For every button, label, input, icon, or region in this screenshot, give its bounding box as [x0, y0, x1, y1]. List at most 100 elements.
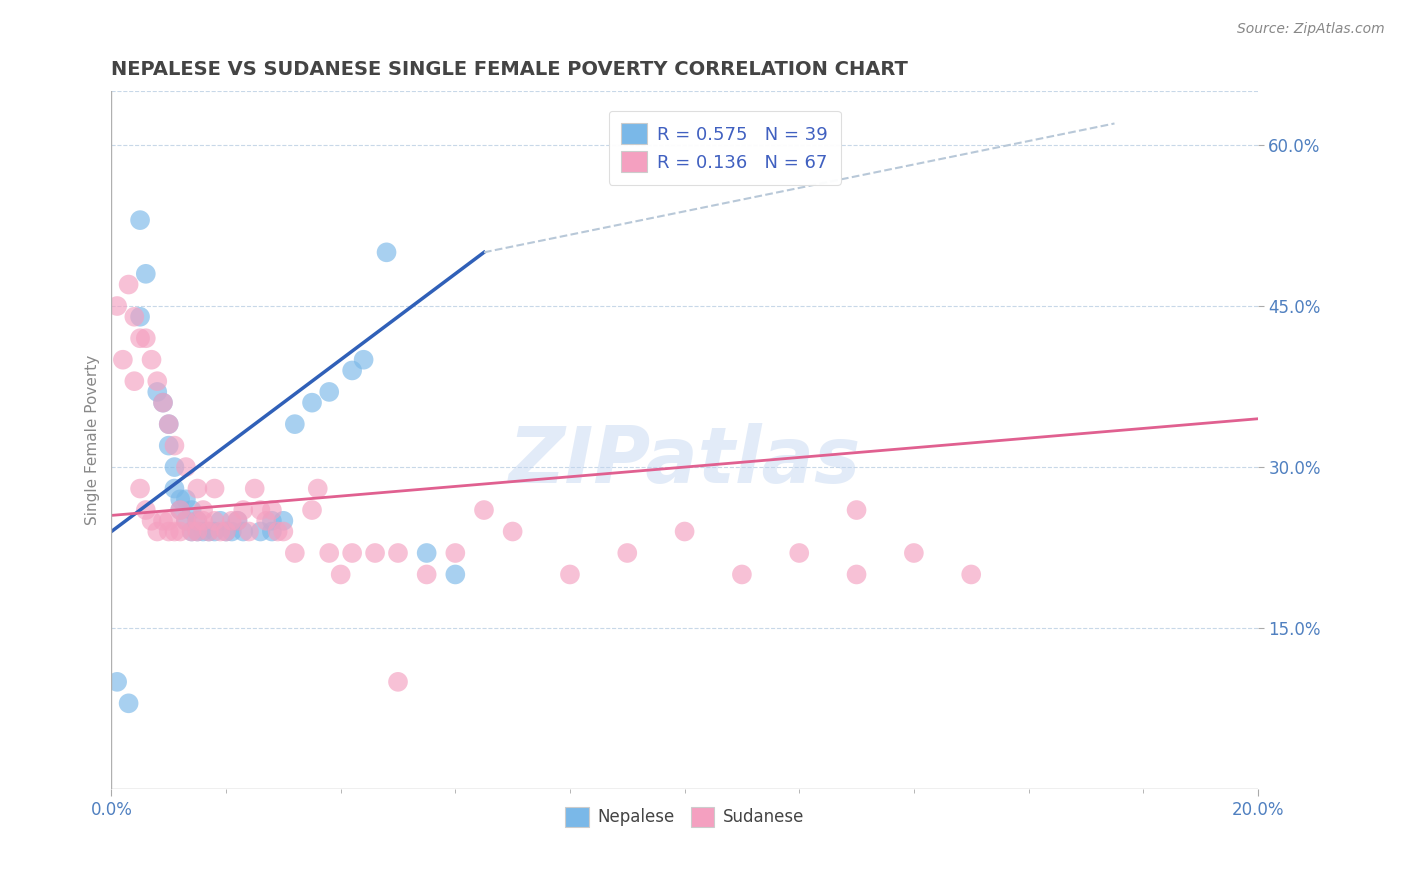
Point	[129, 310, 152, 324]
Point	[731, 567, 754, 582]
Point	[129, 482, 152, 496]
Point	[364, 546, 387, 560]
Point	[169, 524, 191, 539]
Point	[254, 514, 277, 528]
Point	[209, 514, 232, 528]
Point	[226, 514, 249, 528]
Point	[221, 514, 243, 528]
Point	[174, 492, 197, 507]
Point	[141, 514, 163, 528]
Point	[180, 524, 202, 539]
Point	[169, 503, 191, 517]
Point	[226, 514, 249, 528]
Point	[105, 299, 128, 313]
Point	[124, 310, 146, 324]
Point	[146, 374, 169, 388]
Point	[157, 417, 180, 431]
Point	[152, 395, 174, 409]
Point	[135, 503, 157, 517]
Point	[444, 567, 467, 582]
Point	[157, 514, 180, 528]
Point	[415, 567, 437, 582]
Text: ZIPatlas: ZIPatlas	[509, 423, 860, 500]
Point	[105, 674, 128, 689]
Point	[163, 460, 186, 475]
Point	[318, 384, 340, 399]
Point	[198, 524, 221, 539]
Point	[249, 524, 271, 539]
Point	[318, 546, 340, 560]
Point	[163, 524, 186, 539]
Point	[444, 546, 467, 560]
Point	[284, 417, 307, 431]
Point	[472, 503, 495, 517]
Point	[174, 514, 197, 528]
Point	[502, 524, 524, 539]
Point	[141, 352, 163, 367]
Point	[558, 567, 581, 582]
Point	[186, 514, 208, 528]
Point	[260, 514, 283, 528]
Point	[845, 567, 868, 582]
Point	[135, 331, 157, 345]
Point	[135, 267, 157, 281]
Point	[260, 524, 283, 539]
Text: NEPALESE VS SUDANESE SINGLE FEMALE POVERTY CORRELATION CHART: NEPALESE VS SUDANESE SINGLE FEMALE POVER…	[111, 60, 908, 78]
Point	[215, 524, 238, 539]
Point	[191, 503, 214, 517]
Point	[204, 524, 226, 539]
Point	[903, 546, 925, 560]
Point	[204, 482, 226, 496]
Point	[186, 482, 208, 496]
Point	[124, 374, 146, 388]
Point	[163, 439, 186, 453]
Point	[111, 352, 134, 367]
Point	[174, 514, 197, 528]
Point	[180, 524, 202, 539]
Point	[152, 514, 174, 528]
Point	[307, 482, 329, 496]
Point	[787, 546, 810, 560]
Point	[191, 514, 214, 528]
Point	[169, 503, 191, 517]
Y-axis label: Single Female Poverty: Single Female Poverty	[86, 355, 100, 525]
Point	[232, 524, 254, 539]
Point	[232, 503, 254, 517]
Point	[198, 524, 221, 539]
Point	[157, 439, 180, 453]
Point	[204, 514, 226, 528]
Point	[329, 567, 352, 582]
Point	[163, 482, 186, 496]
Point	[375, 245, 398, 260]
Point	[415, 546, 437, 560]
Point	[301, 395, 323, 409]
Point	[169, 492, 191, 507]
Point	[387, 546, 409, 560]
Point	[266, 524, 288, 539]
Point	[249, 503, 271, 517]
Point	[117, 696, 139, 710]
Point	[273, 524, 295, 539]
Point	[209, 524, 232, 539]
Point	[273, 514, 295, 528]
Point	[157, 524, 180, 539]
Point	[845, 503, 868, 517]
Point	[301, 503, 323, 517]
Point	[146, 384, 169, 399]
Point	[340, 546, 363, 560]
Legend: Nepalese, Sudanese: Nepalese, Sudanese	[558, 801, 811, 833]
Point	[215, 524, 238, 539]
Point	[191, 524, 214, 539]
Point	[129, 331, 152, 345]
Point	[186, 514, 208, 528]
Point	[152, 395, 174, 409]
Text: Source: ZipAtlas.com: Source: ZipAtlas.com	[1237, 22, 1385, 37]
Point	[146, 524, 169, 539]
Point	[117, 277, 139, 292]
Point	[157, 417, 180, 431]
Point	[960, 567, 983, 582]
Point	[186, 524, 208, 539]
Point	[284, 546, 307, 560]
Point	[180, 503, 202, 517]
Point	[238, 524, 260, 539]
